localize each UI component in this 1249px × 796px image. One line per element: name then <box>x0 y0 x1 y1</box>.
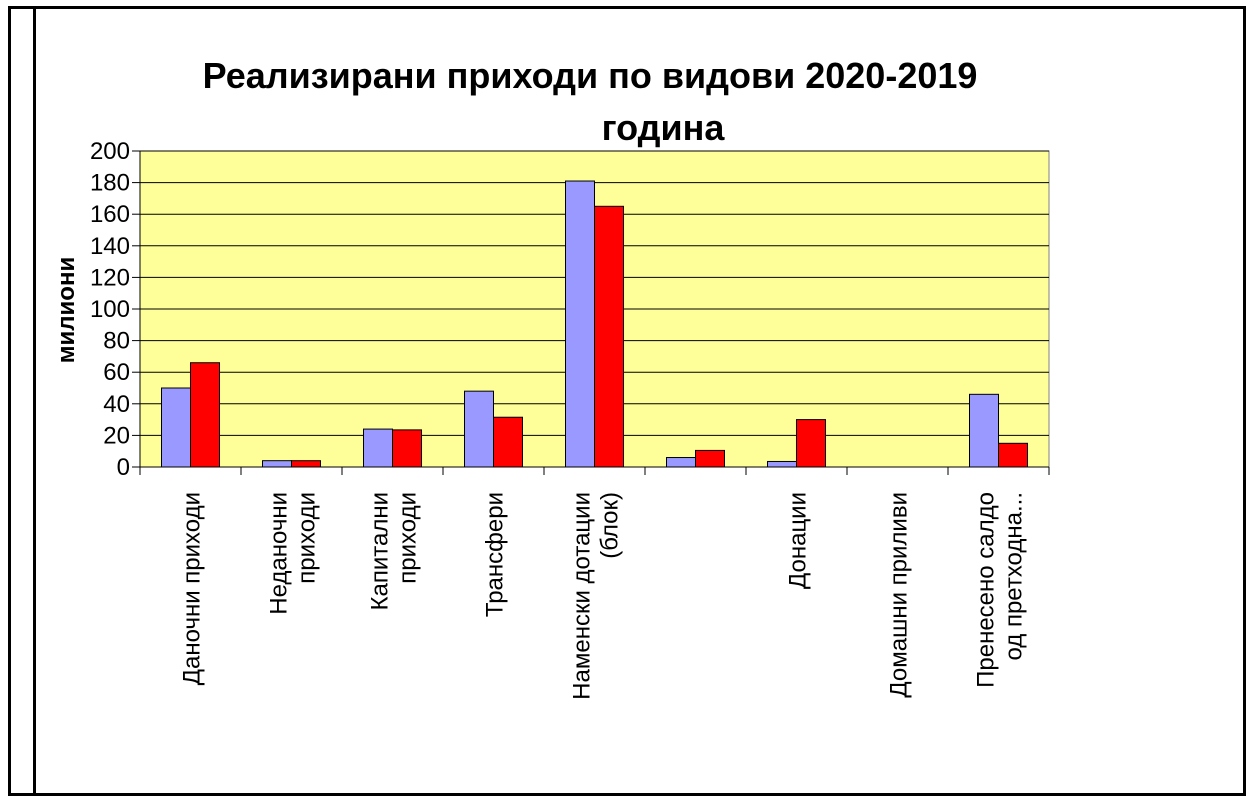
y-tick-label: 100 <box>90 296 130 323</box>
y-tick-label: 200 <box>90 138 130 165</box>
x-category-label: Пренесено салдо <box>973 492 1000 688</box>
bar <box>291 460 321 468</box>
bar <box>464 390 494 468</box>
x-category-label: (блок) <box>597 492 624 559</box>
bar <box>161 387 191 468</box>
bar <box>392 429 422 468</box>
bar <box>969 393 999 468</box>
y-axis-label: милиони <box>53 257 80 363</box>
y-tick-label: 80 <box>103 328 130 355</box>
bar <box>262 460 292 468</box>
y-tick-label: 40 <box>103 391 130 418</box>
bar <box>767 460 797 468</box>
y-tick-label: 160 <box>90 201 130 228</box>
inner-frame <box>33 9 1242 793</box>
x-category-label: Неданочни <box>266 492 293 615</box>
bar <box>565 180 595 468</box>
x-category-label: од претходна... <box>1001 492 1028 661</box>
x-category-label: Домашни приливи <box>886 492 913 698</box>
plot-area: 0 20 40 60 80 100 120 140 160 180 200 Даночни прихо… <box>90 138 1050 700</box>
x-category-label: Трансфери <box>482 492 509 617</box>
bar <box>998 442 1028 468</box>
x-category-label: Донации <box>785 492 812 589</box>
y-tick-label: 180 <box>90 170 130 197</box>
x-category-label: Капитални <box>367 492 394 610</box>
bar <box>796 419 826 468</box>
bar <box>666 457 696 468</box>
x-category-label: Наменски дотации <box>569 492 596 700</box>
x-category-label: Даночни приходи <box>179 492 206 685</box>
bar <box>363 428 393 468</box>
bar <box>695 449 725 468</box>
x-category-label: приходи <box>294 492 321 584</box>
y-tick-label: 20 <box>103 422 130 449</box>
y-tick-label: 120 <box>90 264 130 291</box>
chart-title-line-1: Реализирани приходи по видови 2020-2019 <box>203 55 978 96</box>
x-category-label: приходи <box>395 492 422 584</box>
bar <box>190 362 220 468</box>
bar <box>594 205 624 468</box>
chart-title-line-2: година <box>602 107 726 148</box>
y-tick-label: 0 <box>117 454 130 481</box>
y-tick-label: 140 <box>90 233 130 260</box>
y-tick-label: 60 <box>103 359 130 386</box>
bar <box>493 416 523 468</box>
